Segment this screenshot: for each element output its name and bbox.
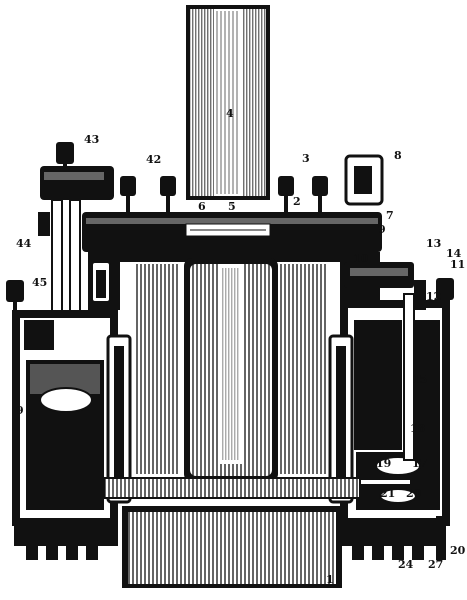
callout-43: 43 xyxy=(84,133,99,146)
callout-13: 13 xyxy=(426,237,441,250)
lubricator-cup xyxy=(160,176,176,212)
callout-45: 45 xyxy=(32,276,47,289)
callout-4: 4 xyxy=(226,107,234,120)
callout-2: 2 xyxy=(293,195,301,208)
crankshaft xyxy=(82,212,382,252)
callout-19: 19 xyxy=(376,457,391,470)
callout-20a: 20 xyxy=(406,487,422,500)
callout-44: 44 xyxy=(16,237,32,250)
callout-20b: 20 xyxy=(450,544,466,557)
flywheel-column xyxy=(186,5,270,200)
bottom-valves xyxy=(26,516,446,560)
callout-11: 11 xyxy=(450,258,465,271)
callout-1: 1 xyxy=(326,573,334,586)
callout-6: 6 xyxy=(198,200,206,213)
callout-15: 15 xyxy=(412,373,427,386)
engine-base xyxy=(14,477,446,588)
crank-cheeks xyxy=(134,264,326,474)
lubricator-cup xyxy=(278,176,294,212)
left-cylinder xyxy=(12,310,132,526)
callout-8: 8 xyxy=(394,149,402,162)
callout-3: 3 xyxy=(302,152,310,165)
callout-17: 17 xyxy=(412,457,427,470)
lubricator-cup xyxy=(120,176,136,212)
callout-5: 5 xyxy=(228,200,236,213)
callout-12: 12 xyxy=(426,290,441,303)
lubricator-cup xyxy=(6,280,24,314)
callout-10: 10 xyxy=(353,252,369,265)
callout-18: 18 xyxy=(410,422,426,435)
callout-42: 42 xyxy=(146,153,161,166)
callout-14: 14 xyxy=(446,247,462,260)
crank-web xyxy=(184,258,278,482)
left-valve-gear xyxy=(38,166,114,351)
callout-21: 21 xyxy=(380,487,395,500)
callout-9: 9 xyxy=(378,223,386,236)
lubricator-cup xyxy=(312,176,328,212)
callout-9b: 9 xyxy=(16,404,24,417)
callout-labels: 4 3 43 42 8 2 6 5 7 9 44 13 14 10 11 45 … xyxy=(16,107,466,586)
callout-24: 24 xyxy=(398,558,414,571)
bearing-cap xyxy=(344,154,384,206)
callout-7: 7 xyxy=(386,209,394,222)
callout-27: 27 xyxy=(428,558,443,571)
